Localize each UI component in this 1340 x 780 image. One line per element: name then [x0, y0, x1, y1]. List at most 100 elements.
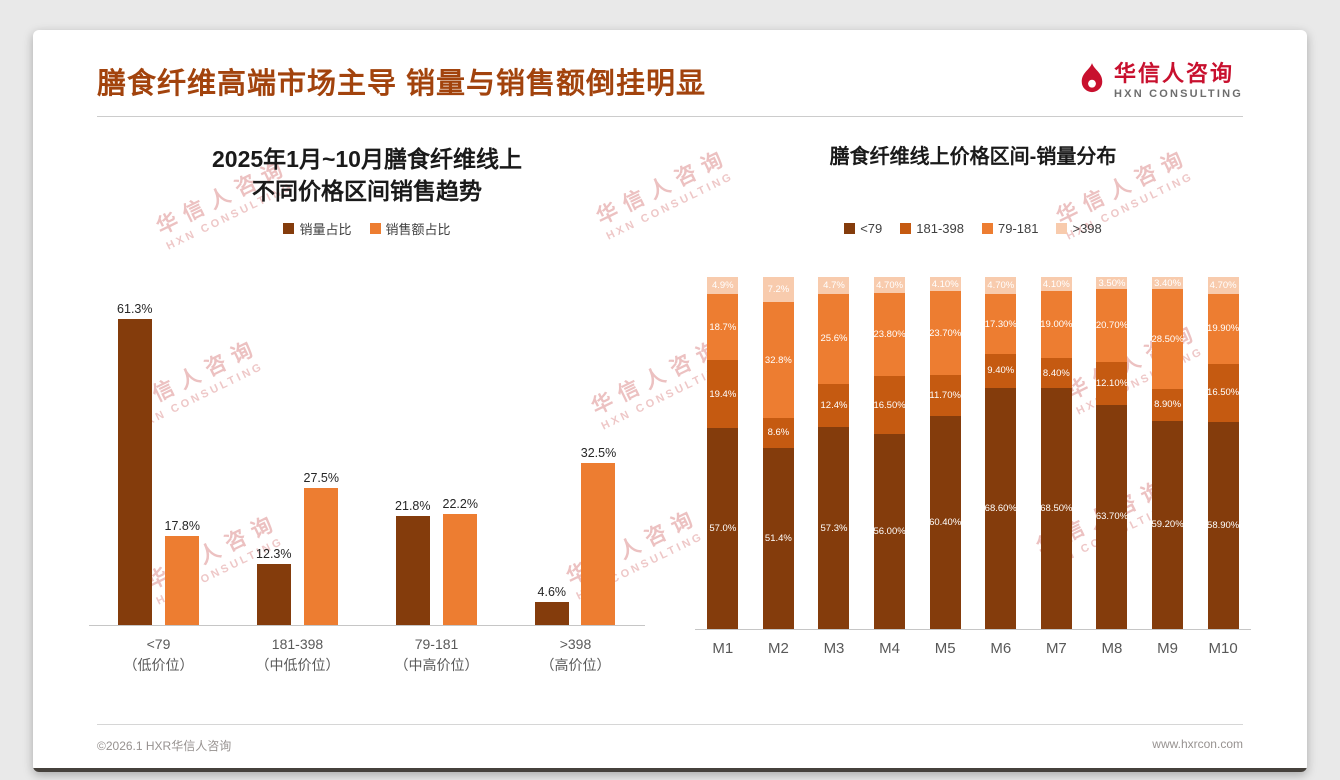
bar-segment: 4.70%: [1207, 277, 1239, 294]
legend-item: 销量占比: [283, 219, 352, 238]
legend-swatch: [844, 222, 856, 234]
bar: [443, 514, 478, 625]
stacked-bar-column: 4.70% 23.80% 16.50% 56.00%: [862, 277, 918, 629]
left-chart-legend: 销量占比 销售额占比: [89, 219, 645, 237]
bar-value-label: 22.2%: [442, 497, 478, 511]
bar-segment: 51.4%: [762, 448, 794, 629]
bar-value-label: 21.8%: [395, 499, 431, 513]
bar-wrap: 61.3%: [117, 301, 153, 625]
stacked-bar: 4.70% 23.80% 16.50% 56.00%: [873, 277, 906, 629]
category-label: <79 （低价位）: [89, 634, 228, 676]
logo-subtitle: HXN CONSULTING: [1114, 88, 1243, 101]
legend-swatch: [369, 222, 381, 234]
legend-label: <79: [860, 220, 883, 236]
category-label-line: （高价位）: [540, 657, 611, 673]
category-label-line: >398: [559, 636, 592, 652]
bar: [581, 462, 616, 625]
bar-segment: 8.90%: [1152, 389, 1184, 421]
month-label: M6: [990, 640, 1012, 657]
category-label-line: （低价位）: [123, 657, 194, 673]
bar: [256, 563, 291, 625]
bar-segment: 8.40%: [1040, 358, 1072, 388]
bar-value-label: 32.5%: [580, 445, 617, 460]
legend-swatch: [982, 222, 993, 234]
stacked-bar: 7.2% 32.8% 8.6% 51.4%: [762, 277, 794, 629]
category-label-line: （中低价位）: [255, 657, 340, 673]
bar-segment: 25.6%: [818, 293, 850, 384]
bar: [117, 318, 152, 625]
bar-segment: 19.90%: [1207, 293, 1239, 364]
month-label: M2: [767, 640, 789, 657]
flame-logo-icon: [1078, 62, 1106, 100]
stacked-bar: 4.10% 23.70% 11.70% 60.40%: [929, 277, 961, 629]
legend-label: 销量占比: [299, 221, 352, 237]
bar-segment: 57.0%: [707, 428, 739, 629]
bar-segment: 59.20%: [1151, 420, 1184, 629]
stacked-bar-column: 4.7% 25.6% 12.4% 57.3%: [806, 277, 862, 629]
bar-segment: 68.60%: [985, 387, 1017, 629]
legend-swatch: [900, 222, 912, 234]
bar-wrap: 17.8%: [165, 519, 200, 625]
stacked-bar-column: 7.2% 32.8% 8.6% 51.4%: [751, 277, 807, 629]
category-label: 181-398 （中低价位）: [228, 634, 367, 676]
stacked-bar: 3.40% 28.50% 8.90% 59.20%: [1151, 277, 1184, 629]
bar-value-label: 4.6%: [537, 585, 567, 599]
stacked-bar-column: 3.50% 20.70% 12.10% 63.70%: [1084, 277, 1140, 629]
left-chart-x-axis: <79 （低价位） 181-398 （中低价位） 79-181 （中高价位） >398 （高价…: [89, 634, 645, 676]
footer: ©2026.1 HXR华信人咨询 www.hxrcon.com: [97, 724, 1243, 754]
logo-name: 华信人咨询: [1114, 61, 1235, 86]
bar-segment: 3.40%: [1152, 277, 1184, 289]
category-label: >398 （高价位）: [506, 634, 645, 676]
bar-wrap: 32.5%: [580, 445, 617, 625]
footer-copyright: ©2026.1 HXR华信人咨询: [97, 739, 232, 753]
footer-website: www.hxrcon.com: [1152, 737, 1243, 751]
left-chart-title-line2: 不同价格区间销售趋势: [252, 178, 482, 205]
bar-segment: 23.70%: [929, 291, 961, 375]
bar-segment: 57.3%: [818, 427, 850, 629]
bar-wrap: 21.8%: [395, 499, 431, 625]
stacked-bar-column: 4.70% 17.30% 9.40% 68.60%: [973, 277, 1029, 629]
bar-segment: 32.8%: [762, 302, 794, 418]
month-label: M1: [712, 640, 734, 657]
bar-segment: 8.6%: [762, 417, 794, 449]
stacked-bar: 4.10% 19.00% 8.40% 68.50%: [1040, 277, 1072, 629]
stacked-bar-column: 4.10% 23.70% 11.70% 60.40%: [917, 277, 973, 629]
legend-label: 181-398: [916, 220, 964, 236]
legend-item: 181-398: [900, 221, 964, 236]
stacked-bar: 4.70% 17.30% 9.40% 68.60%: [985, 277, 1017, 629]
bar-segment: 68.50%: [1040, 387, 1072, 629]
bar-segment: 19.00%: [1040, 291, 1072, 359]
left-chart-plot: 61.3% 17.8% 12.3% 27.5% 21.8% 22.2% 4.6% 32.5%: [89, 289, 645, 626]
charts-area: 2025年1月~10月膳食纤维线上 不同价格区间销售趋势 销量占比 销售额占比 6…: [33, 117, 1307, 676]
bar-segment: 16.50%: [873, 376, 906, 434]
bar-segment: 4.70%: [985, 277, 1017, 294]
logo-text: 华信人咨询 HXN CONSULTING: [1114, 61, 1243, 101]
bar: [395, 516, 430, 625]
bar-segment: 60.40%: [929, 416, 961, 629]
bar-segment: 23.80%: [873, 293, 906, 377]
legend-label: 销售额占比: [385, 221, 451, 237]
bar-segment: 4.9%: [707, 277, 739, 295]
right-chart-plot: 4.9% 18.7% 19.4% 57.0% 7.2% 32.8% 8.6% 51.4% 4.7…: [695, 277, 1251, 630]
bar-segment: 63.70%: [1096, 404, 1128, 629]
bar-segment: 16.50%: [1207, 363, 1239, 422]
bar: [165, 536, 200, 625]
bar-segment: 18.7%: [707, 294, 739, 361]
bar-wrap: 22.2%: [443, 497, 478, 625]
stacked-bar: 4.9% 18.7% 19.4% 57.0%: [707, 277, 739, 629]
bar-value-label: 61.3%: [117, 301, 153, 316]
category-label-line: 79-181: [414, 636, 459, 652]
legend-item: 销售额占比: [369, 219, 451, 238]
bar-segment: 4.7%: [818, 277, 850, 294]
right-chart-legend: <79 181-398 79-181 >398: [695, 219, 1251, 237]
month-label: M3: [823, 640, 845, 657]
category-label-line: （中高价位）: [394, 657, 479, 673]
bar-segment: 12.10%: [1096, 362, 1128, 405]
logo: 华信人咨询 HXN CONSULTING: [1078, 61, 1243, 101]
bar-segment: 12.4%: [818, 383, 850, 428]
header: 膳食纤维高端市场主导 销量与销售额倒挂明显 华信人咨询 HXN CONSULTI…: [33, 30, 1307, 102]
bar-wrap: 4.6%: [534, 585, 569, 625]
stacked-bar-column: 3.40% 28.50% 8.90% 59.20%: [1140, 277, 1196, 629]
legend-item: 79-181: [982, 221, 1038, 236]
category-label: 79-181 （中高价位）: [367, 634, 506, 676]
